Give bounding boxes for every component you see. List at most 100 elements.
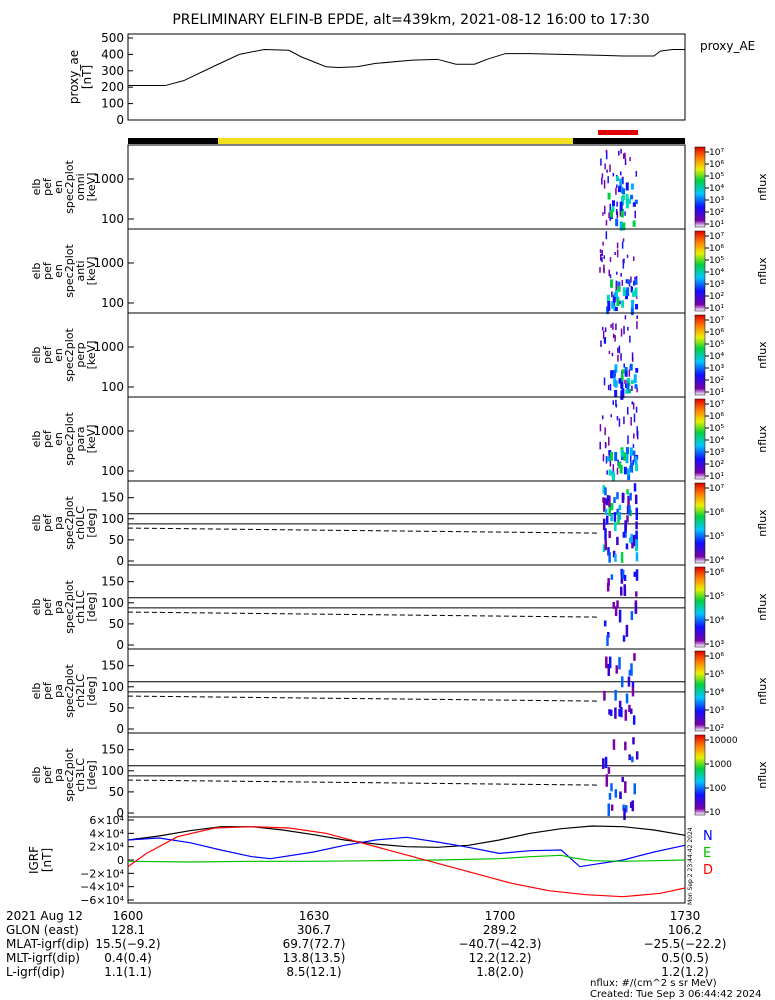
table-row-label: MLT-igrf(dip): [6, 951, 80, 965]
spec-ytick-label: 100: [101, 380, 124, 394]
spec-pixel: [608, 552, 611, 563]
igrf-ytick-label: −6×10⁴: [80, 894, 124, 907]
ae-ylabel-line: proxy_ae: [67, 50, 81, 104]
colorbar-tick-label: 10¹: [709, 388, 724, 398]
colorbar-tick-label: 10³: [709, 196, 724, 206]
spec-pixel: [629, 537, 632, 543]
table-cell: 306.7: [297, 923, 331, 937]
spec-ylabel-line: spec2plot: [63, 748, 76, 802]
spec-pixel: [635, 591, 638, 597]
table-cell: −25.5(−22.2): [644, 937, 727, 951]
spec-pixel: [621, 492, 625, 501]
colorbar-tick-label: 10²: [709, 460, 724, 470]
spec-ylabel-line: pef: [41, 429, 54, 448]
spec-pixel: [635, 367, 639, 373]
spec-pixel: [606, 635, 609, 646]
spec-pixel: [602, 518, 606, 531]
table-cell: 8.5(12.1): [286, 965, 341, 979]
spec-ytick-label: 100: [101, 680, 124, 694]
spec-pixel: [632, 202, 636, 207]
colorbar-tick-label: 10⁶: [709, 412, 724, 422]
spec-ytick-label: 1000: [93, 172, 124, 186]
spec-pixel: [618, 511, 622, 520]
spec-pixel: [607, 301, 611, 311]
loss-cone-dashed: [127, 779, 601, 786]
spec-pixel: [610, 804, 614, 811]
spec-pixel: [614, 707, 617, 719]
spec-pixel: [627, 279, 631, 285]
spec-pixel: [620, 187, 624, 194]
spec-ylabel-line: pef: [41, 513, 54, 532]
spec-pixel: [625, 543, 629, 550]
spec-pixel: [608, 792, 612, 800]
ae-ytick-label: 200: [101, 80, 124, 94]
igrf-line-black: [127, 825, 686, 848]
spec-ytick-label: 150: [101, 491, 124, 505]
spec-pixel: [617, 512, 620, 525]
colorbar-tick-label: 10⁶: [709, 652, 724, 662]
spec-pixel: [629, 492, 632, 501]
spec-pixel: [613, 497, 616, 504]
colorbar-tick-label: 10⁵: [709, 256, 724, 266]
colorbar-tick-label: 10⁴: [709, 184, 724, 194]
spec-pixel: [624, 741, 627, 751]
table-cell: 0.5(0.5): [661, 951, 709, 965]
ae-line: [128, 48, 685, 87]
spec-pixel: [625, 453, 629, 464]
spec-pixel: [620, 374, 624, 382]
spec-ytick-label: 1000: [93, 340, 124, 354]
colorbar-tick-label: 10³: [709, 640, 724, 650]
spec-pixel: [602, 544, 606, 552]
spec-pixel: [621, 388, 625, 399]
colorbar-tick-label: 10⁵: [709, 172, 724, 182]
spec-pixel: [613, 378, 617, 387]
spec-pixel: [618, 462, 622, 469]
spec-pixel: [617, 281, 621, 289]
spec-ylabel-line: spec2plot: [63, 412, 76, 466]
spec-pixel: [622, 287, 626, 297]
spec-ylabel-line: spec2plot: [63, 580, 76, 634]
spec-pixel: [624, 370, 628, 377]
spec-ylabel-line: en: [52, 432, 65, 446]
table-cell: 15.5(−9.2): [95, 937, 160, 951]
spec-pixel: [634, 279, 638, 285]
spec-ylabel-line: ch0LC: [74, 506, 87, 540]
status-bar-black-right: [573, 138, 685, 144]
spec-pixel: [624, 366, 628, 372]
spec-pixel: [611, 206, 615, 212]
colorbar-tick-label: 10⁶: [709, 244, 724, 254]
spec-ylabel-line: [keV]: [85, 257, 98, 286]
ae-ytick-label: 400: [101, 47, 124, 61]
spec-ytick-label: 50: [109, 617, 124, 631]
spec-pixel: [624, 520, 628, 531]
spec-pixel: [620, 449, 624, 457]
spec-ylabel-line: pef: [41, 261, 54, 280]
colorbar-tick-label: 1000: [709, 760, 732, 770]
spec-pixel: [607, 632, 610, 638]
spec-pixel: [631, 686, 635, 697]
spec-pixel: [610, 783, 613, 792]
spec-pixel: [630, 611, 634, 621]
colorbar: [694, 146, 706, 228]
plot-title: PRELIMINARY ELFIN-B EPDE, alt=439km, 202…: [172, 12, 649, 28]
spec-pixel: [615, 218, 619, 227]
spec-pixel: [616, 492, 619, 500]
spec-ylabel-line: elb: [30, 683, 43, 700]
spec-pixel: [607, 767, 611, 774]
colorbar: [694, 314, 706, 396]
colorbar-tick-label: 10⁴: [709, 616, 724, 626]
spec-panel-frame: [127, 144, 686, 230]
spec-panel-frame: [127, 312, 686, 398]
spec-pixel: [631, 542, 634, 549]
spec-ytick-label: 100: [101, 212, 124, 226]
colorbar-tick-label: 10⁷: [709, 148, 724, 158]
spec-pixel: [623, 574, 627, 581]
spec-pixel: [604, 756, 608, 769]
spec-pixel: [620, 676, 624, 688]
colorbar-tick-label: 10³: [709, 364, 724, 374]
spec-pixel: [621, 196, 625, 206]
spec-ylabel-line: pa: [52, 516, 65, 530]
spec-pixel: [616, 536, 619, 546]
ephemeris-table: 2021 Aug 12 1600 1630 1700 1730 GLON (east) 12…: [6, 909, 726, 979]
spec-pixel: [630, 183, 634, 190]
